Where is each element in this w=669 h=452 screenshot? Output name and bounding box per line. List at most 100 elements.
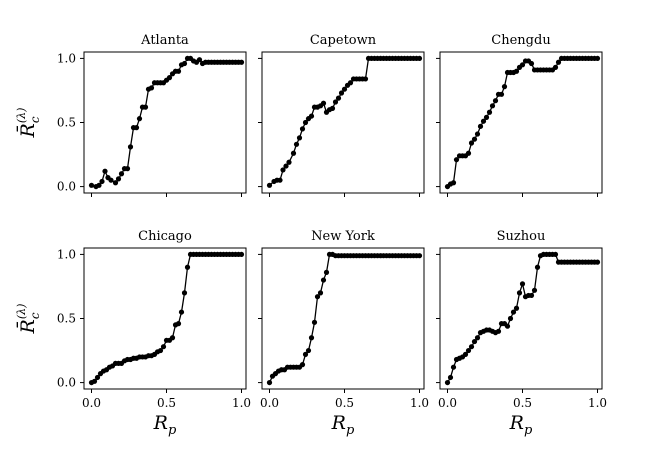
y-tick-label: 1.0 (57, 51, 76, 65)
data-point (416, 55, 423, 62)
data-point (528, 292, 535, 299)
panel-suzhou: Suzhou 0.0 0.5 1.0 Rp (436, 229, 607, 438)
data-point (531, 287, 538, 293)
data-point (308, 113, 315, 119)
axes-frame (439, 51, 603, 194)
data-point (296, 135, 303, 141)
data-point (88, 182, 95, 188)
data-point (468, 140, 475, 146)
y-tick-label: 0.5 (57, 116, 76, 130)
panel-capetown: Capetown (258, 33, 425, 197)
panel-title: Chengdu (491, 33, 550, 48)
data-point (483, 114, 490, 120)
data-point (513, 305, 520, 311)
data-point (477, 123, 484, 129)
data-point (283, 163, 289, 169)
data-point (175, 68, 182, 74)
panel-atlanta: Atlanta 0.0 0.5 1.0 R̄(λ)c (15, 33, 247, 197)
data-point (293, 141, 300, 147)
y-tick-label: 0.5 (57, 312, 76, 326)
panel-title: Capetown (310, 33, 377, 48)
data-point (112, 180, 119, 186)
data-point (504, 323, 511, 329)
data-point (99, 178, 105, 185)
data-point (314, 294, 321, 300)
x-axis-label: Rp (331, 412, 355, 438)
panel-title: Chicago (138, 229, 192, 244)
data-point (115, 176, 122, 182)
data-point (489, 103, 496, 109)
data-point (338, 90, 345, 96)
data-point (94, 374, 101, 381)
data-point (519, 281, 526, 287)
data-point (594, 55, 601, 62)
data-point (507, 315, 514, 322)
series-line (268, 253, 420, 383)
y-axis-label: R̄(λ)c (15, 108, 42, 139)
data-point (323, 269, 330, 275)
data-point (471, 136, 478, 142)
data-point (468, 344, 475, 350)
data-point (277, 177, 283, 183)
series-line (447, 57, 598, 188)
data-point (465, 347, 472, 354)
data-point (181, 60, 188, 67)
data-point (335, 95, 342, 101)
series-line (269, 57, 420, 186)
data-point (552, 64, 559, 70)
y-axis-label: R̄(λ)c (15, 304, 42, 335)
y-tick-label: 0.0 (57, 180, 76, 194)
data-point (286, 159, 292, 165)
axes-frame (83, 51, 247, 194)
data-point (178, 309, 185, 315)
data-point (471, 338, 478, 345)
data-point (347, 80, 354, 86)
data-point (510, 309, 517, 315)
data-point (495, 328, 502, 334)
data-point (266, 182, 273, 188)
x-tick-label: 0.5 (157, 396, 176, 410)
x-tick-label: 0.5 (335, 396, 354, 410)
axes-frame (439, 247, 603, 390)
data-point (474, 131, 481, 137)
data-point (501, 84, 508, 90)
x-axis-label: Rp (509, 412, 533, 438)
data-point (184, 264, 191, 270)
data-point (148, 85, 155, 91)
data-point (329, 105, 336, 111)
data-point (341, 86, 348, 92)
x-axis-label: Rp (153, 412, 177, 438)
data-point (302, 119, 309, 126)
panel-title: Suzhou (497, 229, 546, 244)
data-point (492, 98, 499, 104)
x-tick-label: 0.0 (82, 396, 101, 410)
data-point (169, 335, 176, 341)
data-point (133, 125, 140, 131)
data-point (102, 168, 108, 174)
data-point (302, 351, 309, 357)
panel-title: New York (311, 229, 375, 244)
data-point (474, 335, 481, 341)
data-point (238, 251, 245, 258)
data-point (108, 177, 114, 183)
data-point (486, 109, 493, 115)
data-point (594, 259, 601, 265)
data-point (453, 157, 460, 163)
x-tick-label: 0.5 (513, 396, 532, 410)
data-point (160, 344, 167, 350)
data-point (118, 171, 125, 177)
data-point (332, 99, 339, 105)
data-point (519, 62, 526, 68)
data-point (311, 319, 318, 325)
data-point (91, 378, 98, 384)
data-point (516, 290, 523, 296)
data-point (498, 91, 505, 97)
data-point (447, 374, 454, 381)
data-point (465, 150, 472, 156)
data-point (513, 68, 520, 74)
data-point (444, 379, 451, 386)
data-point (175, 321, 182, 327)
x-tick-label: 0.0 (260, 396, 279, 410)
series-line (446, 253, 598, 383)
